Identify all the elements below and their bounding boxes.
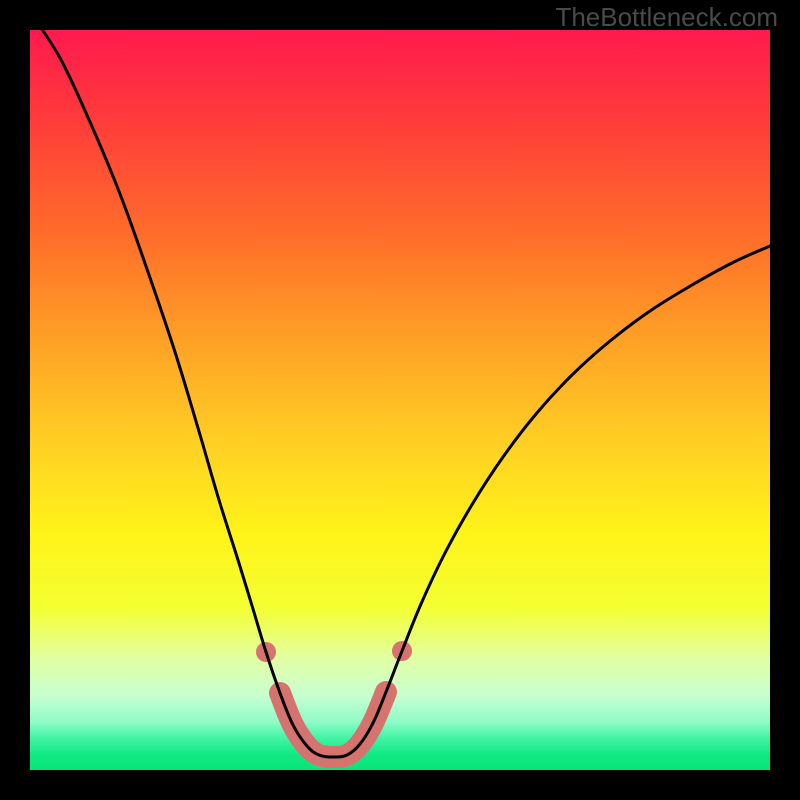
figure-root: TheBottleneck.com xyxy=(0,0,800,800)
overlay-svg xyxy=(0,0,800,800)
watermark-text: TheBottleneck.com xyxy=(555,2,778,33)
valley-end-dots xyxy=(256,641,412,662)
valley-highlight-segment xyxy=(280,692,386,757)
